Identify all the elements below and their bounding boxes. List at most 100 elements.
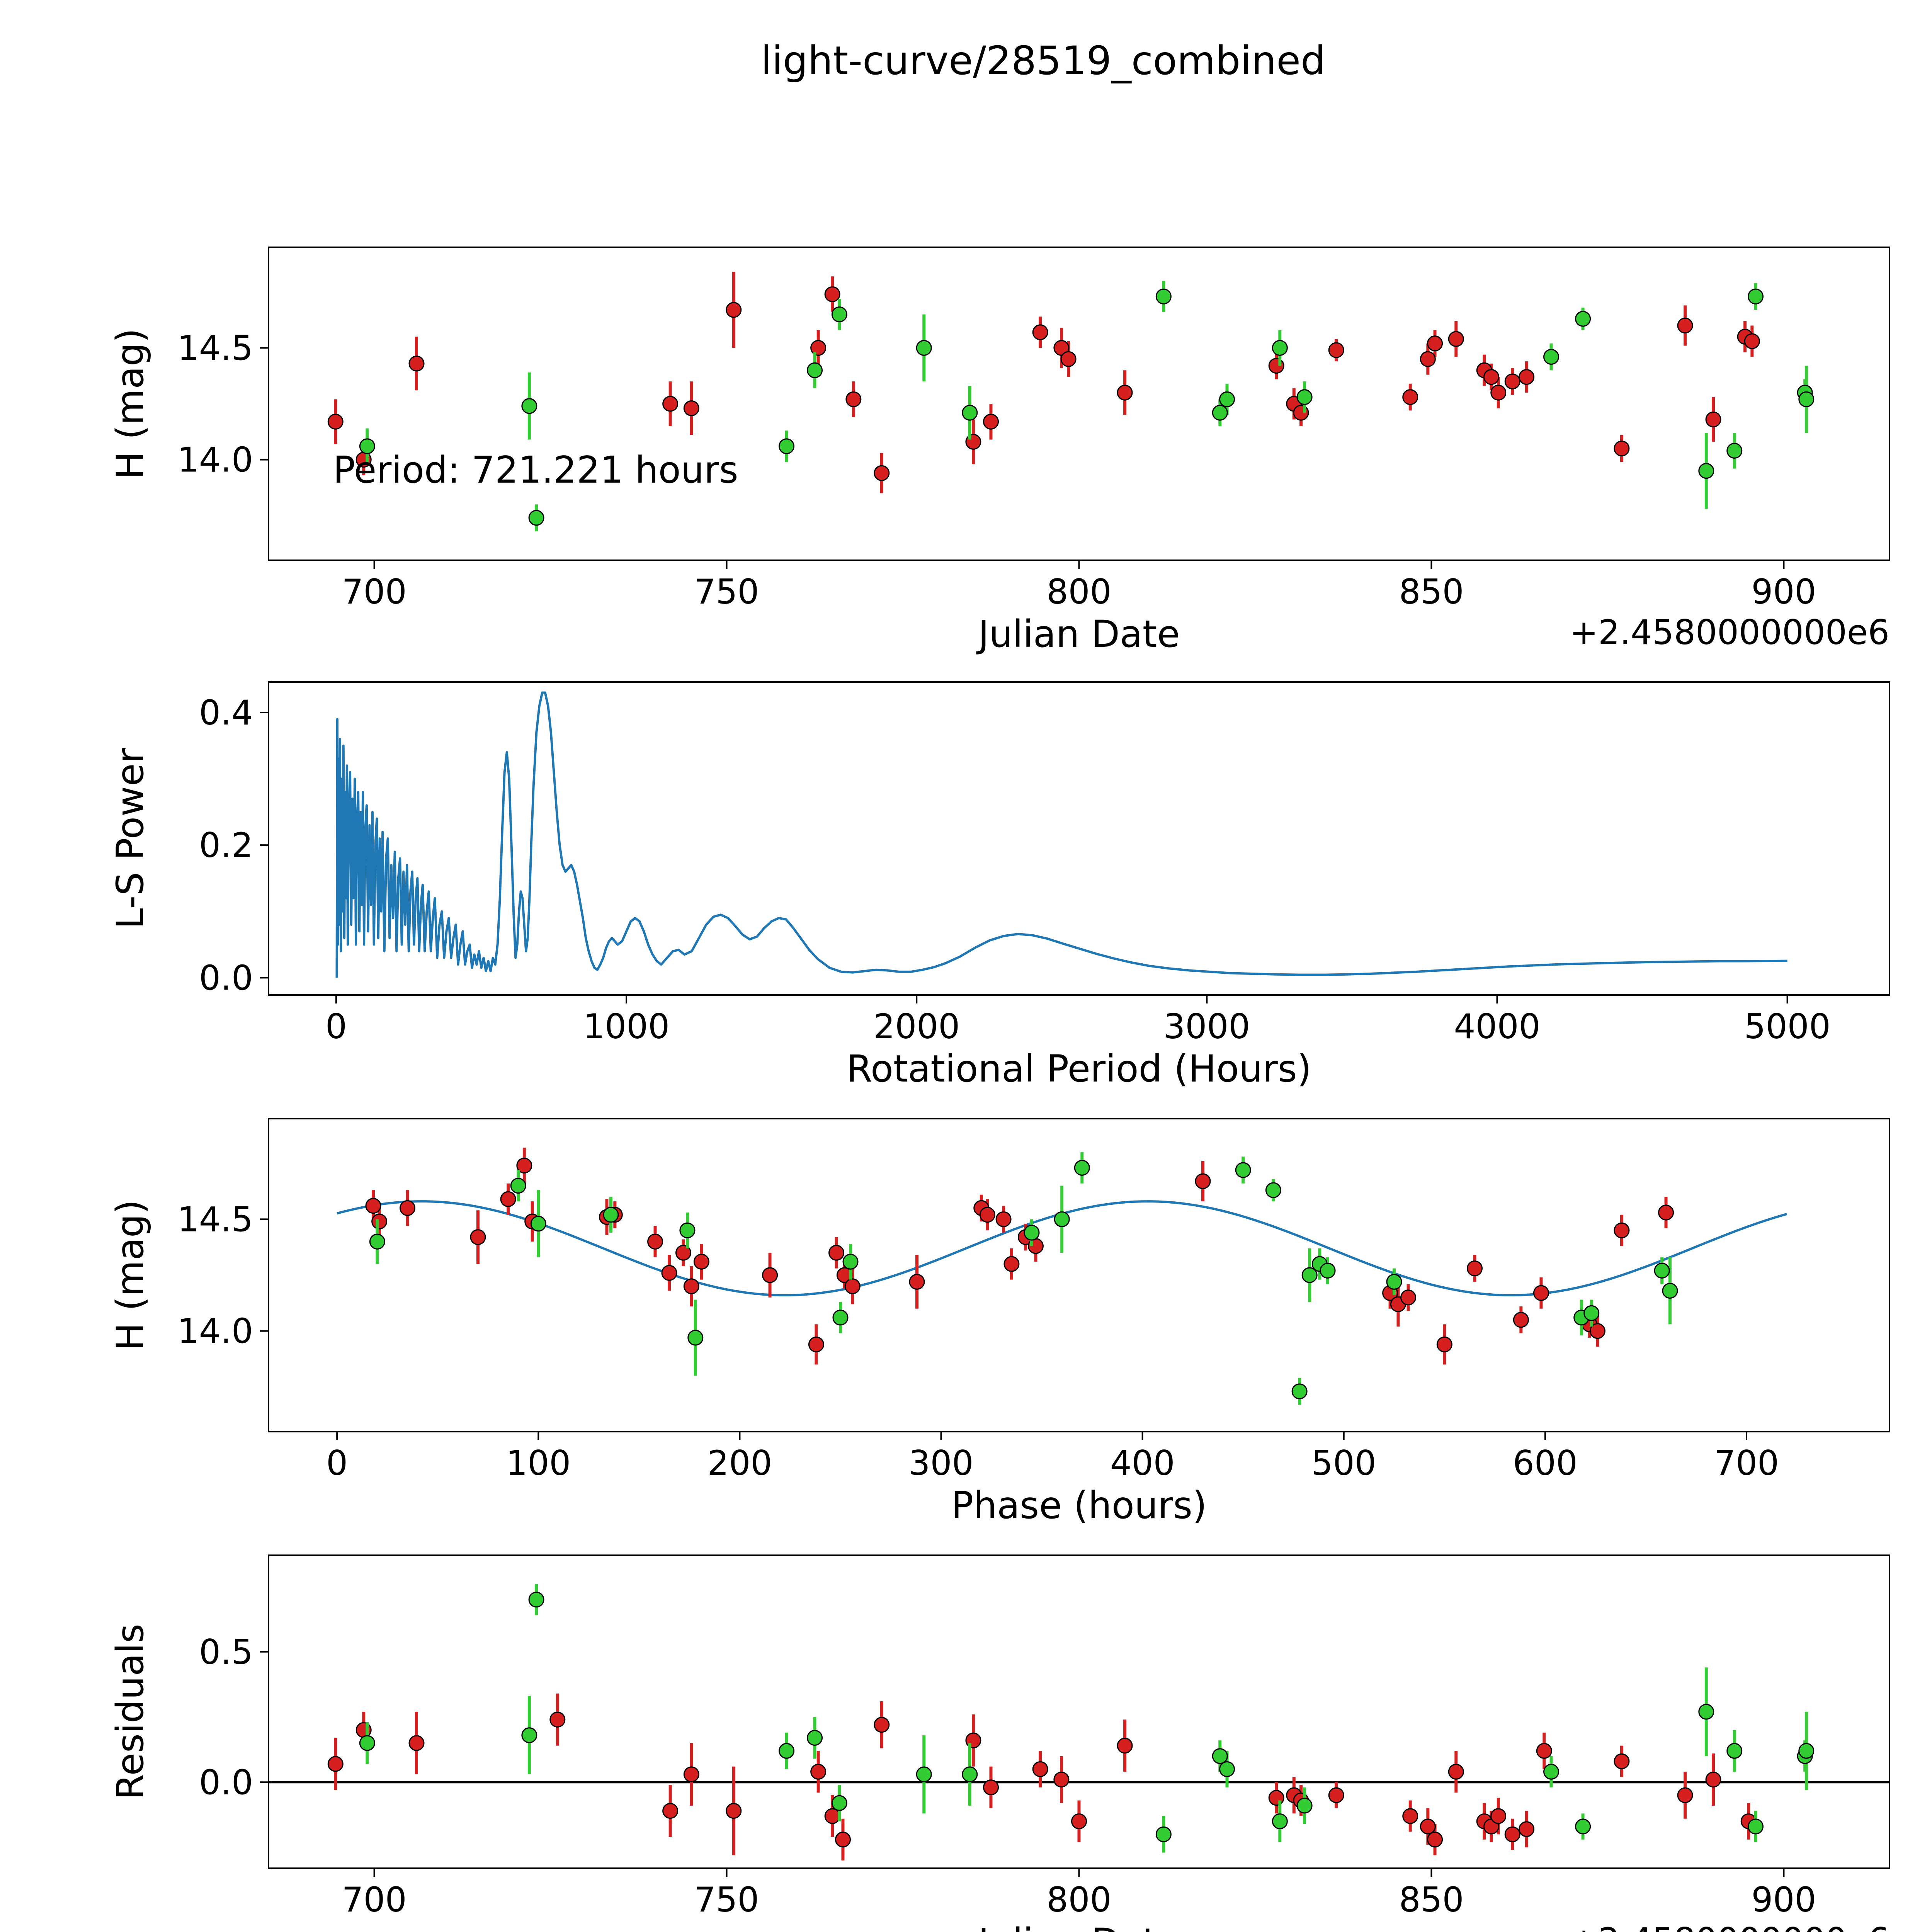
data-point xyxy=(835,1832,851,1848)
data-point xyxy=(1705,412,1721,427)
data-point xyxy=(1420,351,1436,367)
x-tick-label: 900 xyxy=(1751,1880,1816,1920)
data-point xyxy=(1219,1761,1235,1777)
data-point xyxy=(1436,1336,1452,1352)
data-point xyxy=(983,413,999,430)
data-point xyxy=(962,1766,978,1782)
data-point xyxy=(1296,389,1313,405)
ls-power-line xyxy=(335,691,1787,978)
x-tick-label: 5000 xyxy=(1744,1007,1831,1046)
data-point xyxy=(1448,331,1464,347)
data-point xyxy=(1071,1813,1087,1829)
data-point xyxy=(359,438,375,454)
x-tick-label: 750 xyxy=(694,1880,759,1920)
data-point xyxy=(1155,288,1172,304)
data-point xyxy=(528,1592,544,1608)
data-point xyxy=(1519,369,1535,385)
ylabel-h-mag-top: H (mag) xyxy=(109,328,152,480)
xlabel-julian-date-bottom: Julian Date xyxy=(269,1920,1889,1932)
data-point xyxy=(1320,1262,1336,1279)
data-point xyxy=(1053,1772,1070,1787)
data-point xyxy=(530,1216,546,1232)
x-tick-label: 700 xyxy=(1714,1443,1779,1483)
data-point xyxy=(1293,405,1309,421)
data-point xyxy=(1074,1160,1090,1176)
data-point xyxy=(962,405,978,421)
x-offset-bottom: +2.4580000000e6 xyxy=(269,1920,1889,1932)
ylabel-h-mag-phase: H (mag) xyxy=(109,1199,152,1351)
x-offset-top: +2.4580000000e6 xyxy=(1570,612,1889,652)
data-point xyxy=(1466,1260,1483,1277)
data-point xyxy=(1060,351,1077,367)
data-point xyxy=(359,1735,375,1751)
data-point xyxy=(1677,318,1693,333)
data-point xyxy=(500,1191,516,1207)
data-point xyxy=(647,1233,663,1250)
data-point xyxy=(762,1267,778,1283)
data-point xyxy=(1536,1743,1552,1759)
data-point xyxy=(831,1795,847,1811)
data-point xyxy=(369,1233,385,1250)
data-point xyxy=(1032,324,1048,340)
data-point xyxy=(916,340,932,356)
y-tick-label: 14.5 xyxy=(177,1199,253,1239)
figure-title: light-curve/28519_combined xyxy=(761,38,1326,84)
data-point xyxy=(965,434,981,450)
data-point xyxy=(1117,1738,1133,1754)
axes-frame xyxy=(268,247,1890,561)
x-tick-label: 800 xyxy=(1047,1880,1112,1920)
data-point xyxy=(983,1779,999,1796)
data-point xyxy=(832,1310,849,1326)
data-point xyxy=(521,1727,537,1743)
data-point xyxy=(810,340,827,356)
x-tick-label: 850 xyxy=(1399,1880,1464,1920)
data-point xyxy=(1490,1808,1507,1824)
data-point xyxy=(1212,405,1228,421)
data-point xyxy=(726,1803,742,1819)
data-point xyxy=(1698,463,1714,479)
data-point xyxy=(661,1265,677,1281)
data-point xyxy=(1589,1323,1605,1339)
x-tick-label: 500 xyxy=(1311,1443,1376,1483)
axes-frame xyxy=(268,681,1890,996)
data-point xyxy=(1543,349,1560,365)
data-point xyxy=(1054,1211,1070,1227)
x-tick-label: 100 xyxy=(506,1443,571,1483)
data-point xyxy=(1272,1813,1288,1829)
data-point xyxy=(1420,1818,1436,1835)
data-point xyxy=(683,1278,699,1294)
x-tick-label: 200 xyxy=(707,1443,772,1483)
data-point xyxy=(1543,1764,1560,1780)
data-point xyxy=(1427,1832,1443,1848)
ylabel-ls-power: L-S Power xyxy=(109,748,152,929)
data-point xyxy=(845,391,862,407)
data-point xyxy=(1705,1772,1721,1787)
subplot-lightcurve-jd: 700 750 800 850 900 14.0 14.5 xyxy=(177,247,1890,612)
data-point xyxy=(1583,1305,1600,1321)
data-point xyxy=(828,1245,845,1261)
x-tick-label: 700 xyxy=(342,1880,407,1920)
data-point xyxy=(408,1735,425,1751)
data-point xyxy=(1402,1808,1418,1824)
xlabel-rotational-period: Rotational Period (Hours) xyxy=(846,1047,1312,1090)
data-point xyxy=(1513,1312,1529,1328)
data-point xyxy=(1575,311,1591,327)
data-point xyxy=(1195,1173,1211,1189)
x-tick-label: 2000 xyxy=(873,1007,960,1046)
subplot-phased-lightcurve: 0 100 200 300 400 500 600 700 14.0 14.5 xyxy=(177,1118,1890,1483)
data-point xyxy=(662,1803,679,1819)
data-point xyxy=(679,1222,696,1238)
data-point xyxy=(1268,1790,1284,1806)
data-point xyxy=(909,1274,925,1290)
data-point xyxy=(807,362,823,378)
axes-frame xyxy=(268,1118,1890,1432)
data-point xyxy=(1301,1267,1318,1283)
data-point xyxy=(1614,440,1630,457)
data-point xyxy=(1235,1162,1251,1178)
y-tick-label: 14.5 xyxy=(177,328,253,368)
x-tick-label: 0 xyxy=(325,1007,347,1046)
data-point xyxy=(1677,1787,1693,1803)
data-point xyxy=(1328,1787,1344,1803)
